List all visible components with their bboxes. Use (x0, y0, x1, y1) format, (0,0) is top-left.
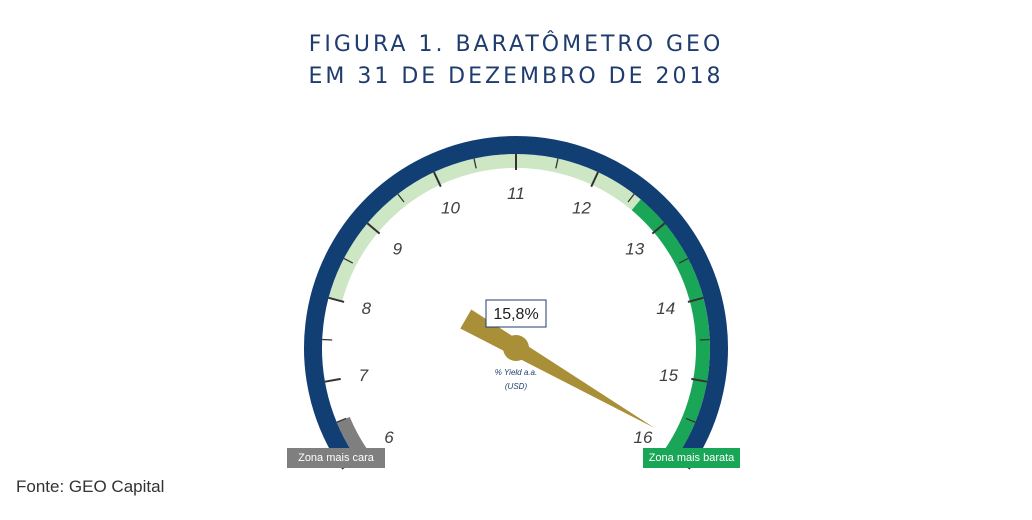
gauge-minor-tick (555, 158, 559, 169)
gauge-unit-sublabel: (USD) (505, 382, 528, 391)
gauge-tick-label: 14 (656, 299, 675, 318)
gauge-tick-label: 7 (359, 366, 369, 385)
gauge-minor-tick (627, 193, 635, 203)
gauge-outer-ring (304, 136, 728, 470)
gauge-value-label: 15,8% (493, 306, 538, 323)
gauge-band-3 (631, 199, 710, 460)
gauge-major-tick (590, 171, 599, 188)
gauge-tick-label: 6 (384, 428, 394, 447)
gauge-major-tick (324, 377, 341, 383)
zone-cheap-legend: Zona mais barata (643, 448, 740, 468)
gauge-major-tick (433, 171, 442, 188)
gauge-tick-labels: 6 7 8 9 10 11 12 13 14 15 16 (359, 184, 679, 447)
zone-expensive-legend: Zona mais cara (287, 448, 385, 468)
gauge-minor-tick (397, 193, 405, 203)
gauge-unit-label: % Yield a.a. (495, 368, 537, 377)
gauge-value-box (485, 299, 547, 328)
gauge-major-tick (366, 222, 381, 235)
gauge-tick-label: 16 (634, 428, 653, 447)
source-note: Fonte: GEO Capital (16, 477, 165, 496)
gauge-minor-tick (678, 257, 689, 264)
chart-title-line2: EM 31 DE DEZEMBRO DE 2018 (308, 64, 724, 89)
gauge-tick-label: 9 (393, 239, 403, 258)
gauge-tick-label: 8 (362, 299, 372, 318)
gauge-major-tick (691, 377, 708, 383)
gauge-major-tick (328, 296, 345, 303)
gauge-tick-label: 15 (659, 366, 678, 385)
gauge-tick-label: 13 (625, 239, 644, 258)
gauge-tick-label: 11 (507, 184, 525, 203)
gauge-band-2 (328, 154, 641, 302)
gauge-needle-hub (503, 335, 529, 361)
gauge-band-1 (322, 297, 350, 423)
gauge-tick-label: 12 (572, 199, 591, 218)
gauge-major-tick (687, 296, 704, 303)
gauge-minor-tick (473, 158, 477, 169)
gauge-major-tick (651, 222, 666, 235)
gauge-minor-tick (343, 257, 354, 264)
chart-title-line1: FIGURA 1. BARATÔMETRO GEO (308, 32, 724, 57)
gauge-minor-tick (336, 417, 347, 423)
gauge-minor-tick (685, 417, 696, 423)
gauge-tick-label: 10 (441, 199, 460, 218)
